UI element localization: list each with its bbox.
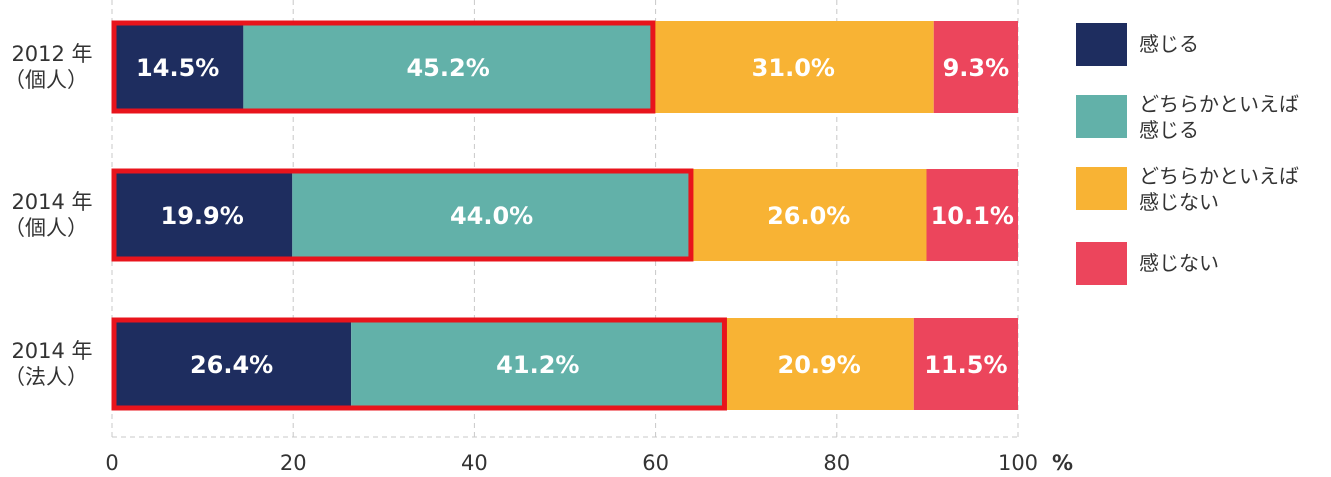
row-label-type: （法人） <box>4 365 88 389</box>
bar-segment <box>926 169 1018 261</box>
legend-label: 感じる <box>1139 32 1199 56</box>
bar-value-label: 26.4% <box>190 351 273 379</box>
bar-segment <box>112 169 293 261</box>
row-label-year: 2014 年 <box>11 190 92 214</box>
legend-label: どちらかといえば感じない <box>1139 164 1299 214</box>
bar-value-label: 41.2% <box>496 351 579 379</box>
bar-value-label: 10.1% <box>931 202 1014 230</box>
x-axis: 0 20 40 60 80 100% <box>105 451 1073 475</box>
legend-swatch <box>1076 242 1127 285</box>
x-tick-label: 20 <box>280 451 307 475</box>
row-label-year: 2014 年 <box>11 339 92 363</box>
bars: 14.5% 45.2% 31.0% 9.3% 19.9% 44.0% 26.0% 10.1% 2… <box>111 20 1018 411</box>
bar-segment <box>690 169 927 261</box>
highlight-box <box>111 20 656 114</box>
x-axis-unit: % <box>1052 451 1073 475</box>
row-label-year: 2012 年 <box>11 42 92 66</box>
x-tick-label: 80 <box>823 451 850 475</box>
legend-swatch <box>1076 167 1127 210</box>
highlight-box <box>111 317 727 411</box>
x-tick-label: 0 <box>105 451 118 475</box>
highlight-box <box>111 168 694 262</box>
bar-value-label: 19.9% <box>161 202 244 230</box>
row-label-type: （個人） <box>4 68 88 92</box>
legend-swatch <box>1076 95 1127 138</box>
bar-segment <box>351 318 725 410</box>
legend-label: 感じない <box>1139 251 1219 275</box>
bar-segment <box>652 21 934 113</box>
x-tick-label: 100 <box>998 451 1038 475</box>
row-label-type: （個人） <box>4 216 88 240</box>
bar-segment <box>913 318 1018 410</box>
legend-swatch <box>1076 23 1127 66</box>
x-tick-label: 40 <box>461 451 488 475</box>
bar-value-label: 45.2% <box>406 54 489 82</box>
row-labels: 2012 年（個人）2014 年（個人）2014 年（法人） <box>4 42 93 389</box>
bar-segment <box>243 21 653 113</box>
bar-value-label: 11.5% <box>924 351 1007 379</box>
bar-segment <box>933 21 1018 113</box>
bar-segment <box>112 21 244 113</box>
bar-segment <box>292 169 691 261</box>
bar-value-label: 9.3% <box>943 54 1010 82</box>
bar-value-label: 20.9% <box>778 351 861 379</box>
bar-value-label: 31.0% <box>752 54 835 82</box>
bar-value-label: 44.0% <box>450 202 533 230</box>
bar-segment <box>112 318 352 410</box>
bar-value-label: 26.0% <box>767 202 850 230</box>
x-tick-label: 60 <box>642 451 669 475</box>
bar-value-label: 14.5% <box>136 54 219 82</box>
bar-segment <box>724 318 914 410</box>
legend-label: どちらかといえば感じる <box>1139 92 1299 142</box>
